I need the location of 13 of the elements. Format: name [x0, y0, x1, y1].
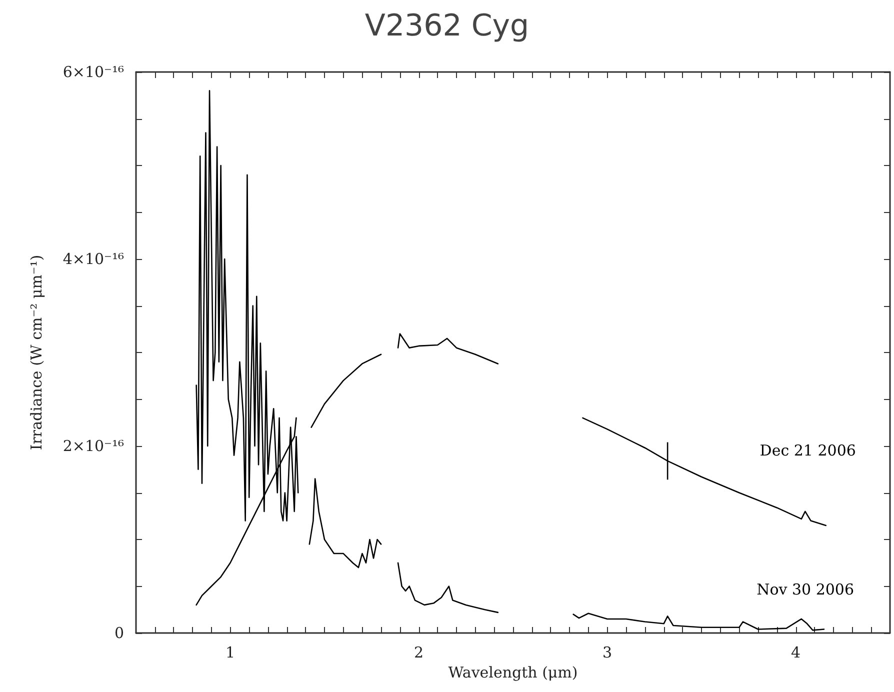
chart-title: V2362 Cyg	[364, 8, 530, 44]
x-tick-label: 4	[790, 644, 801, 662]
y-tick-label: 2×10⁻¹⁶	[62, 437, 124, 455]
y-axis-title: Irradiance (W cm⁻² μm⁻¹)	[28, 254, 46, 450]
x-tick-label: 3	[602, 644, 612, 662]
x-tick-label: 1	[225, 644, 236, 662]
y-tick-label: 6×10⁻¹⁶	[62, 63, 124, 81]
x-axis-title: Wavelength (μm)	[448, 663, 578, 682]
x-tick-label: 2	[414, 644, 424, 662]
y-tick-label: 0	[114, 624, 124, 642]
series-label: Nov 30 2006	[756, 580, 854, 598]
text: Dec 21 2006	[760, 441, 856, 460]
y-tick-label: 4×10⁻¹⁶	[62, 250, 124, 268]
